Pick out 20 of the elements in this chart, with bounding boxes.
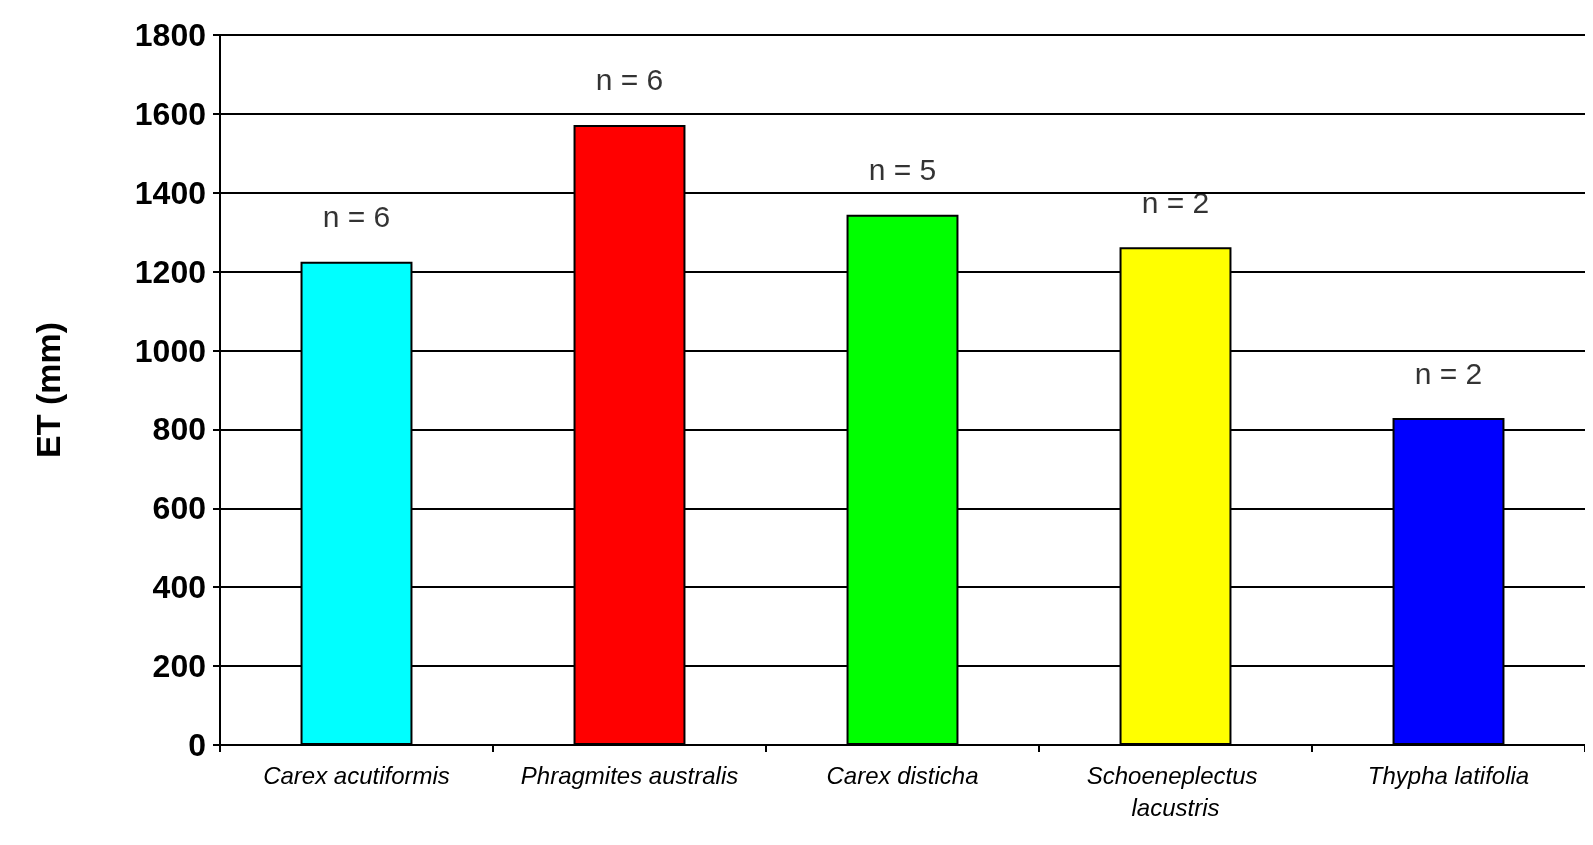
y-tick-label: 200 [152,648,206,685]
y-tick-label: 600 [152,490,206,527]
y-tick-label: 0 [188,727,206,763]
y-tick-label: 1600 [134,95,206,132]
annotation: n = 6 [595,63,664,97]
y-tick-label: 1200 [134,253,206,290]
y-tick-label: 1400 [134,174,206,211]
x-tick-label: Carex disticha [826,761,979,789]
x-tick-label: Schoeneplectus lacustris [1086,761,1265,821]
annotation: n = 2 [1414,356,1483,390]
x-tick-label: Phragmites australis [520,761,739,789]
annotation: n = 6 [322,200,391,234]
x-tick-label: Thypha latifolia [1367,761,1530,789]
y-tick-label: 1800 [134,17,206,53]
y-tick-label: 1000 [134,332,206,369]
y-tick-label: 400 [152,569,206,606]
y-tick-label: 800 [152,411,206,448]
x-tick-label: Carex acutiformis [263,761,450,789]
y-axis-title: ET (mm) [29,322,67,458]
annotation: n = 5 [868,153,937,187]
